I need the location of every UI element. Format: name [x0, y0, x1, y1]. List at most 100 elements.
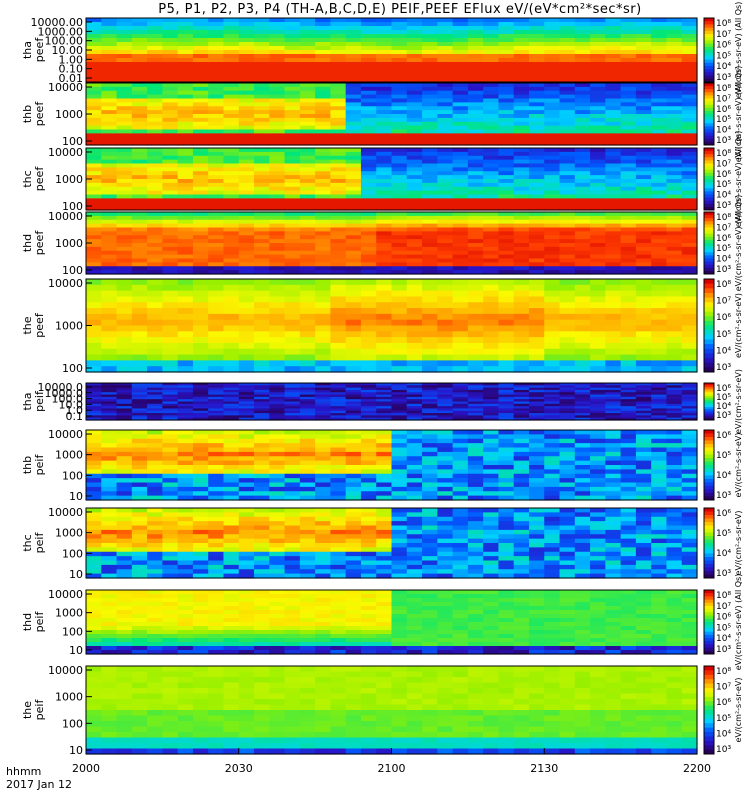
heat-cell: [101, 219, 118, 225]
heat-cell: [192, 443, 209, 449]
heat-cell: [620, 342, 637, 350]
heat-cell: [605, 215, 622, 221]
heat-cell: [605, 250, 622, 256]
heat-cell: [345, 62, 362, 67]
heat-cell: [192, 551, 209, 557]
heat-cell: [360, 26, 377, 31]
heat-cell: [590, 194, 606, 199]
heat-cell: [620, 438, 637, 444]
heat-cell: [86, 74, 102, 79]
heat-cell: [391, 94, 408, 100]
heat-cell: [498, 284, 515, 292]
heat-cell: [116, 525, 133, 531]
heat-cell: [437, 155, 454, 161]
heat-cell: [330, 290, 347, 298]
heat-cell: [544, 155, 561, 161]
heat-cell: [192, 337, 209, 344]
heat-cell: [360, 394, 377, 398]
heat-cell: [483, 215, 500, 221]
heat-cell: [528, 206, 545, 211]
heat-cell: [269, 70, 286, 75]
heat-cell: [284, 110, 301, 115]
colorbar-segment: [704, 120, 714, 124]
heat-cell: [605, 482, 622, 488]
heat-cell: [86, 22, 102, 27]
heat-cell: [635, 26, 652, 31]
heat-cell: [223, 342, 240, 350]
heat-cell: [238, 534, 255, 540]
heat-cell: [147, 417, 163, 421]
heat-cell: [177, 443, 194, 449]
heat-cell: [360, 106, 377, 111]
heat-cell: [101, 117, 118, 123]
heat-cell: [406, 360, 423, 367]
heat-cell: [101, 167, 118, 172]
heat-cell: [681, 290, 698, 298]
colorbar-tick-label: 10³: [716, 201, 731, 211]
heat-cell: [406, 325, 423, 332]
heat-cell: [269, 284, 286, 292]
heat-cell: [162, 129, 179, 134]
heat-cell: [651, 167, 668, 172]
heat-cell: [574, 186, 591, 192]
heat-cell: [284, 556, 301, 562]
heat-cell: [391, 102, 408, 107]
heat-cell: [223, 66, 240, 71]
heat-cell: [483, 246, 500, 252]
heat-cell: [162, 54, 179, 59]
heat-cell: [422, 22, 438, 27]
heat-cell: [681, 171, 698, 176]
heat-cell: [208, 525, 225, 531]
heat-cell: [177, 62, 194, 67]
heat-cell: [284, 18, 301, 23]
heat-cell: [666, 26, 683, 31]
heat-cell: [620, 239, 637, 244]
heat-cell: [345, 86, 362, 92]
heat-cell: [513, 94, 530, 100]
heat-cell: [101, 50, 118, 55]
heat-cell: [559, 246, 576, 252]
heat-cell: [528, 270, 545, 275]
heat-cell: [162, 415, 179, 419]
heat-cell: [162, 516, 179, 522]
heat-cell: [483, 262, 500, 267]
heat-cell: [299, 354, 316, 361]
heat-cell: [162, 186, 179, 192]
heat-cell: [498, 155, 515, 161]
heat-cell: [422, 182, 438, 188]
heat-cell: [131, 262, 148, 267]
heat-cell: [345, 366, 362, 373]
heat-cell: [666, 258, 683, 263]
heat-cell: [651, 129, 668, 134]
heat-cell: [254, 348, 270, 356]
heat-cell: [467, 413, 484, 416]
heat-cell: [437, 46, 454, 51]
heat-cell: [513, 262, 530, 267]
heat-cell: [620, 284, 637, 292]
heat-cell: [422, 302, 438, 309]
heat-cell: [635, 396, 652, 400]
heat-cell: [437, 443, 454, 449]
heat-cell: [544, 348, 561, 356]
heat-cell: [208, 250, 225, 256]
heat-cell: [192, 155, 209, 161]
heat-cell: [254, 417, 270, 421]
heat-cell: [315, 194, 332, 199]
heat-cell: [467, 125, 484, 131]
heat-cell: [620, 194, 637, 199]
heat-cell: [605, 83, 622, 88]
heat-cell: [269, 408, 286, 412]
heat-cell: [528, 337, 545, 344]
heat-cell: [177, 508, 194, 513]
heat-cell: [315, 250, 332, 256]
heat-cell: [223, 360, 240, 367]
heat-cell: [147, 525, 163, 531]
heat-cell: [376, 231, 393, 236]
heat-cell: [192, 110, 209, 115]
heat-cell: [315, 469, 332, 475]
heat-cell: [437, 413, 454, 416]
heat-cell: [254, 148, 270, 153]
heat-cell: [437, 410, 454, 414]
heat-cell: [528, 227, 545, 232]
heat-cell: [223, 250, 240, 256]
